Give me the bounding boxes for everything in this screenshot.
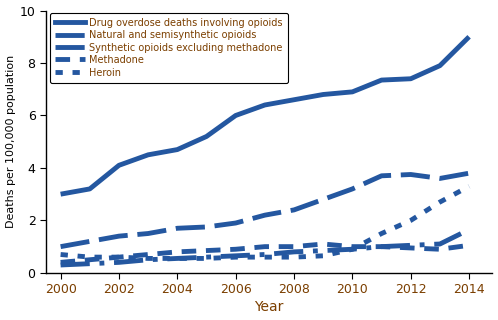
X-axis label: Year: Year [254, 300, 284, 315]
Y-axis label: Deaths per 100,000 population: Deaths per 100,000 population [5, 55, 15, 228]
Legend: Drug overdose deaths involving opioids, Natural and semisynthetic opioids, Synth: Drug overdose deaths involving opioids, … [50, 13, 288, 83]
